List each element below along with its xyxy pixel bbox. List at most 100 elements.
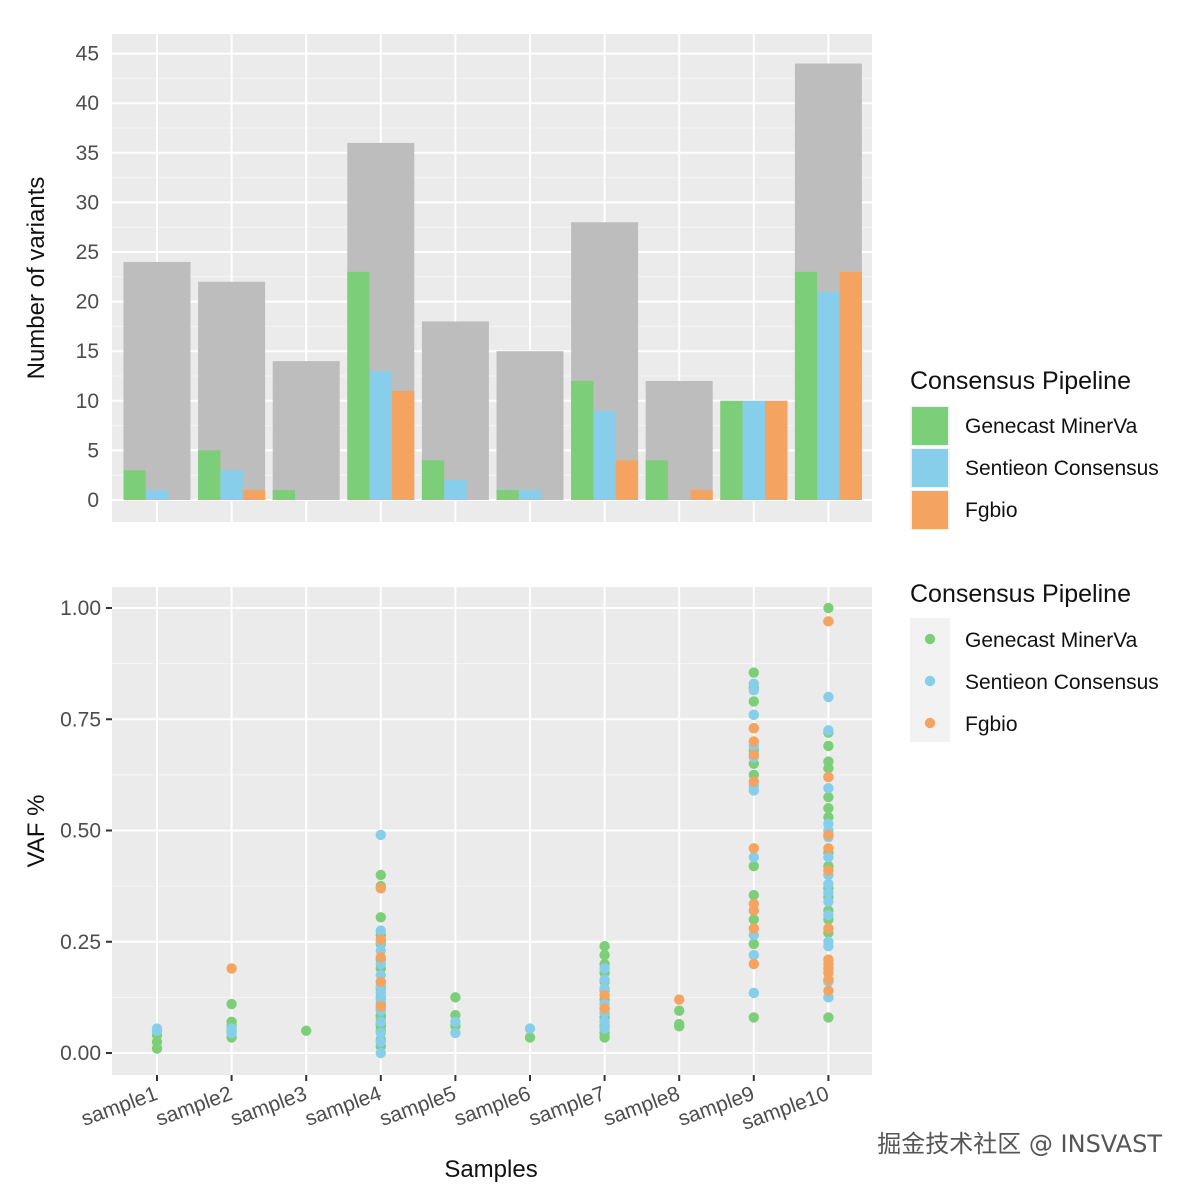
vaf-point [748, 987, 759, 999]
vaf-point [823, 829, 834, 841]
vaf-point [748, 949, 759, 961]
vaf-point [748, 1012, 759, 1023]
vaf-point [375, 869, 386, 881]
vaf-point [450, 992, 461, 1003]
vaf-point [375, 1036, 386, 1048]
bar-y-tick-label: 25 [76, 241, 99, 264]
vaf-point [823, 887, 834, 898]
series-bar [690, 490, 713, 500]
bar-legend-swatch [912, 449, 948, 487]
scatter-legend-items: Genecast MinerVa Sentieon Consensus Fgbio [924, 629, 1159, 736]
series-bar [369, 371, 392, 500]
series-bar [615, 460, 639, 500]
x-tick-label: sample8 [600, 1082, 682, 1131]
x-tick-label: sample2 [153, 1082, 235, 1131]
vaf-point [524, 1032, 536, 1043]
scatter-legend-point [924, 633, 936, 645]
vaf-point [823, 691, 834, 703]
scatter-legend: Consensus Pipeline Genecast MinerVa Senti… [910, 580, 1159, 742]
scatter-x-ticks: sample1sample2sample3sample4sample5sampl… [78, 1075, 832, 1135]
scatter-y-tick-label: 0.50 [60, 820, 101, 843]
vaf-point [375, 1047, 386, 1059]
vaf-point [748, 923, 759, 934]
vaf-point [375, 925, 386, 936]
vaf-point [823, 1012, 834, 1023]
vaf-point [375, 829, 386, 841]
bar-y-tick-label: 5 [87, 439, 99, 462]
x-tick-label: sample5 [377, 1082, 459, 1131]
vaf-point [674, 1005, 685, 1016]
series-bar [272, 490, 296, 500]
vaf-point [748, 914, 759, 925]
vaf-point [450, 1016, 461, 1028]
vaf-point [823, 941, 834, 952]
scatter-legend-point [924, 717, 936, 729]
bar-legend: Consensus Pipeline Genecast MinerVa Senti… [910, 367, 1159, 530]
vaf-point [748, 843, 759, 854]
scatter-legend-point [924, 675, 936, 687]
series-bar [742, 400, 765, 500]
vaf-point [375, 952, 386, 963]
bar-chart-panel: 0 5 10 15 20 25 30 35 40 45 Number of variants [23, 34, 872, 522]
series-bar [391, 390, 415, 500]
scatter-y-tick-label: 1.00 [60, 597, 101, 620]
vaf-point [823, 740, 834, 752]
vaf-point [748, 905, 759, 916]
vaf-point [823, 803, 834, 814]
vaf-point [748, 696, 759, 707]
series-bar [421, 460, 445, 500]
scatter-y-ticks: 0.00 0.25 0.50 0.75 1.00 [60, 597, 112, 1065]
bar-legend-swatch [912, 491, 948, 529]
bar-y-axis-title: Number of variants [23, 177, 50, 380]
bar-legend-swatch [912, 407, 948, 445]
bar-y-tick-label: 0 [87, 489, 99, 512]
vaf-point [748, 852, 759, 863]
scatter-legend-title: Consensus Pipeline [910, 580, 1131, 608]
series-bar [720, 400, 743, 500]
bar-y-ticks: 0 5 10 15 20 25 30 35 40 45 [76, 43, 99, 512]
bar-legend-label: Fgbio [965, 499, 1018, 522]
bar-y-tick-label: 20 [76, 291, 99, 314]
bar-y-tick-label: 40 [76, 92, 99, 115]
vaf-point [226, 1027, 237, 1039]
vaf-point [748, 889, 759, 901]
x-tick-label: sample7 [526, 1082, 608, 1131]
bar-marks [123, 63, 862, 501]
series-bar [242, 490, 266, 500]
vaf-point [823, 865, 834, 876]
vaf-point [599, 989, 610, 1001]
vaf-point [823, 602, 834, 614]
vaf-point [375, 1027, 386, 1039]
series-bar [764, 400, 788, 500]
vaf-point [599, 941, 610, 952]
series-bar [571, 380, 594, 500]
vaf-point [823, 909, 834, 921]
vaf-point [748, 685, 759, 696]
vaf-point [748, 785, 759, 796]
vaf-point [375, 934, 386, 945]
vaf-point [599, 949, 610, 961]
vaf-point [823, 771, 834, 783]
series-bar [145, 490, 169, 500]
bar-legend-items: Genecast MinerVa Sentieon Consensus Fgbio [910, 406, 1159, 530]
vaf-point [823, 843, 834, 854]
series-bar [444, 480, 467, 500]
scatter-chart-panel: 0.000.250.500.751.00 sample1sample2sampl… [23, 587, 872, 1183]
vaf-point [674, 1021, 685, 1032]
x-tick-label: sample10 [739, 1082, 832, 1135]
total-variants-bar [272, 361, 340, 500]
bar-y-tick-label: 35 [76, 142, 99, 165]
series-bar [123, 470, 146, 500]
bar-legend-label: Genecast MinerVa [965, 415, 1138, 438]
vaf-point [823, 974, 834, 985]
vaf-point [748, 958, 759, 970]
vaf-point [823, 896, 834, 907]
bar-y-tick-label: 30 [76, 191, 99, 214]
scatter-legend-label: Sentieon Consensus [965, 671, 1159, 694]
total-variants-bar [496, 351, 564, 500]
vaf-point [599, 974, 610, 985]
vaf-point [375, 1001, 386, 1012]
x-tick-label: sample4 [302, 1082, 385, 1131]
vaf-point [599, 1003, 610, 1014]
